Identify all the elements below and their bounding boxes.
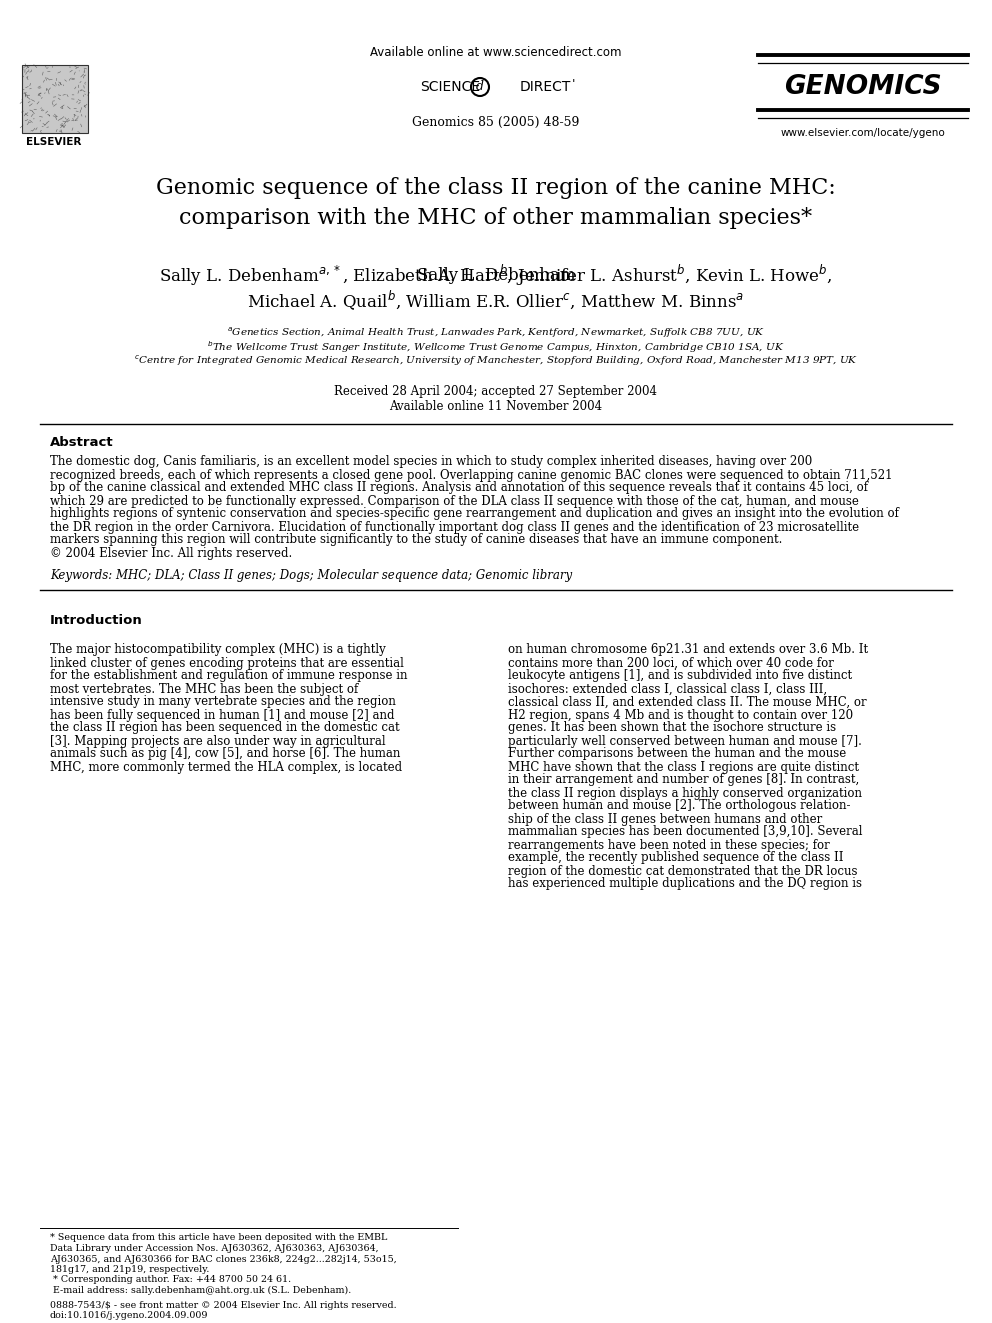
Text: Keywords: MHC; DLA; Class II genes; Dogs; Molecular sequence data; Genomic libra: Keywords: MHC; DLA; Class II genes; Dogs…: [50, 569, 572, 582]
Text: DIRECT: DIRECT: [520, 79, 571, 94]
Text: region of the domestic cat demonstrated that the DR locus: region of the domestic cat demonstrated …: [508, 864, 857, 877]
Text: for the establishment and regulation of immune response in: for the establishment and regulation of …: [50, 669, 408, 683]
Text: particularly well conserved between human and mouse [7].: particularly well conserved between huma…: [508, 734, 862, 747]
Text: 181g17, and 21p19, respectively.: 181g17, and 21p19, respectively.: [50, 1265, 209, 1274]
Text: $^a$Genetics Section, Animal Health Trust, Lanwades Park, Kentford, Newmarket, S: $^a$Genetics Section, Animal Health Trus…: [227, 325, 765, 340]
Text: Sally L. Debenham: Sally L. Debenham: [417, 266, 575, 283]
Text: classical class II, and extended class II. The mouse MHC, or: classical class II, and extended class I…: [508, 696, 867, 709]
Text: the class II region displays a highly conserved organization: the class II region displays a highly co…: [508, 786, 862, 799]
Text: AJ630365, and AJ630366 for BAC clones 236k8, 224g2...282j14, 53o15,: AJ630365, and AJ630366 for BAC clones 23…: [50, 1254, 397, 1263]
Text: Introduction: Introduction: [50, 614, 143, 627]
Text: 0888-7543/$ - see front matter © 2004 Elsevier Inc. All rights reserved.: 0888-7543/$ - see front matter © 2004 El…: [50, 1301, 397, 1310]
Text: $^c$Centre for Integrated Genomic Medical Research, University of Manchester, St: $^c$Centre for Integrated Genomic Medica…: [134, 353, 858, 368]
Text: H2 region, spans 4 Mb and is thought to contain over 120: H2 region, spans 4 Mb and is thought to …: [508, 709, 853, 721]
Text: leukocyte antigens [1], and is subdivided into five distinct: leukocyte antigens [1], and is subdivide…: [508, 669, 852, 683]
Text: on human chromosome 6p21.31 and extends over 3.6 Mb. It: on human chromosome 6p21.31 and extends …: [508, 643, 868, 656]
Text: MHC, more commonly termed the HLA complex, is located: MHC, more commonly termed the HLA comple…: [50, 761, 402, 774]
Text: linked cluster of genes encoding proteins that are essential: linked cluster of genes encoding protein…: [50, 656, 404, 669]
Text: $^b$The Wellcome Trust Sanger Institute, Wellcome Trust Genome Campus, Hinxton, : $^b$The Wellcome Trust Sanger Institute,…: [207, 339, 785, 355]
Text: Michael A. Quail$^{b}$, William E.R. Ollier$^{c}$, Matthew M. Binns$^{a}$: Michael A. Quail$^{b}$, William E.R. Oll…: [247, 288, 745, 312]
Text: Available online at www.sciencedirect.com: Available online at www.sciencedirect.co…: [370, 45, 622, 58]
Text: Genomic sequence of the class II region of the canine MHC:: Genomic sequence of the class II region …: [156, 177, 836, 198]
Text: E-mail address: sally.debenham@aht.org.uk (S.L. Debenham).: E-mail address: sally.debenham@aht.org.u…: [50, 1286, 351, 1295]
Text: example, the recently published sequence of the class II: example, the recently published sequence…: [508, 852, 843, 864]
Text: d: d: [476, 81, 484, 94]
Bar: [22, 65, 88, 134]
Text: doi:10.1016/j.ygeno.2004.09.009: doi:10.1016/j.ygeno.2004.09.009: [50, 1311, 208, 1320]
Text: * Corresponding author. Fax: +44 8700 50 24 61.: * Corresponding author. Fax: +44 8700 50…: [50, 1275, 291, 1285]
Text: ship of the class II genes between humans and other: ship of the class II genes between human…: [508, 812, 822, 826]
Text: Data Library under Accession Nos. AJ630362, AJ630363, AJ630364,: Data Library under Accession Nos. AJ6303…: [50, 1244, 379, 1253]
Text: bp of the canine classical and extended MHC class II regions. Analysis and annot: bp of the canine classical and extended …: [50, 482, 868, 495]
Text: Sally L. Debenham$^{a,*}$, Elizabeth A. Hart$^{b}$, Jennifer L. Ashurst$^{b}$, K: Sally L. Debenham$^{a,*}$, Elizabeth A. …: [160, 262, 832, 287]
Text: Abstract: Abstract: [50, 437, 114, 450]
Text: www.elsevier.com/locate/ygeno: www.elsevier.com/locate/ygeno: [781, 128, 945, 138]
Text: markers spanning this region will contribute significantly to the study of canin: markers spanning this region will contri…: [50, 533, 783, 546]
Text: * Sequence data from this article have been deposited with the EMBL: * Sequence data from this article have b…: [50, 1233, 387, 1242]
Text: ELSEVIER: ELSEVIER: [27, 138, 81, 147]
Text: mammalian species has been documented [3,9,10]. Several: mammalian species has been documented [3…: [508, 826, 862, 839]
Text: the DR region in the order Carnivora. Elucidation of functionally important dog : the DR region in the order Carnivora. El…: [50, 520, 859, 533]
Text: animals such as pig [4], cow [5], and horse [6]. The human: animals such as pig [4], cow [5], and ho…: [50, 747, 401, 761]
Text: Genomics 85 (2005) 48-59: Genomics 85 (2005) 48-59: [413, 115, 579, 128]
Text: genes. It has been shown that the isochore structure is: genes. It has been shown that the isocho…: [508, 721, 836, 734]
Text: The domestic dog, Canis familiaris, is an excellent model species in which to st: The domestic dog, Canis familiaris, is a…: [50, 455, 812, 468]
Text: most vertebrates. The MHC has been the subject of: most vertebrates. The MHC has been the s…: [50, 683, 358, 696]
Text: Received 28 April 2004; accepted 27 September 2004: Received 28 April 2004; accepted 27 Sept…: [334, 385, 658, 397]
Text: isochores: extended class I, classical class I, class III,: isochores: extended class I, classical c…: [508, 683, 827, 696]
Text: contains more than 200 loci, of which over 40 code for: contains more than 200 loci, of which ov…: [508, 656, 834, 669]
Text: has been fully sequenced in human [1] and mouse [2] and: has been fully sequenced in human [1] an…: [50, 709, 395, 721]
Text: rearrangements have been noted in these species; for: rearrangements have been noted in these …: [508, 839, 829, 852]
Text: Available online 11 November 2004: Available online 11 November 2004: [390, 400, 602, 413]
Text: between human and mouse [2]. The orthologous relation-: between human and mouse [2]. The ortholo…: [508, 799, 850, 812]
Text: intensive study in many vertebrate species and the region: intensive study in many vertebrate speci…: [50, 696, 396, 709]
Text: SCIENCE: SCIENCE: [420, 79, 480, 94]
Text: comparison with the MHC of other mammalian species*: comparison with the MHC of other mammali…: [180, 206, 812, 229]
Text: © 2004 Elsevier Inc. All rights reserved.: © 2004 Elsevier Inc. All rights reserved…: [50, 546, 293, 560]
Text: highlights regions of syntenic conservation and species-specific gene rearrangem: highlights regions of syntenic conservat…: [50, 508, 899, 520]
Text: ': ': [572, 78, 575, 90]
Text: Further comparisons between the human and the mouse: Further comparisons between the human an…: [508, 747, 846, 761]
Text: has experienced multiple duplications and the DQ region is: has experienced multiple duplications an…: [508, 877, 862, 890]
Text: GENOMICS: GENOMICS: [785, 74, 941, 101]
Text: the class II region has been sequenced in the domestic cat: the class II region has been sequenced i…: [50, 721, 400, 734]
Text: The major histocompatibility complex (MHC) is a tightly: The major histocompatibility complex (MH…: [50, 643, 386, 656]
Text: MHC have shown that the class I regions are quite distinct: MHC have shown that the class I regions …: [508, 761, 859, 774]
Text: [3]. Mapping projects are also under way in agricultural: [3]. Mapping projects are also under way…: [50, 734, 386, 747]
Text: which 29 are predicted to be functionally expressed. Comparison of the DLA class: which 29 are predicted to be functionall…: [50, 495, 859, 508]
Text: in their arrangement and number of genes [8]. In contrast,: in their arrangement and number of genes…: [508, 774, 859, 786]
Text: recognized breeds, each of which represents a closed gene pool. Overlapping cani: recognized breeds, each of which represe…: [50, 468, 893, 482]
